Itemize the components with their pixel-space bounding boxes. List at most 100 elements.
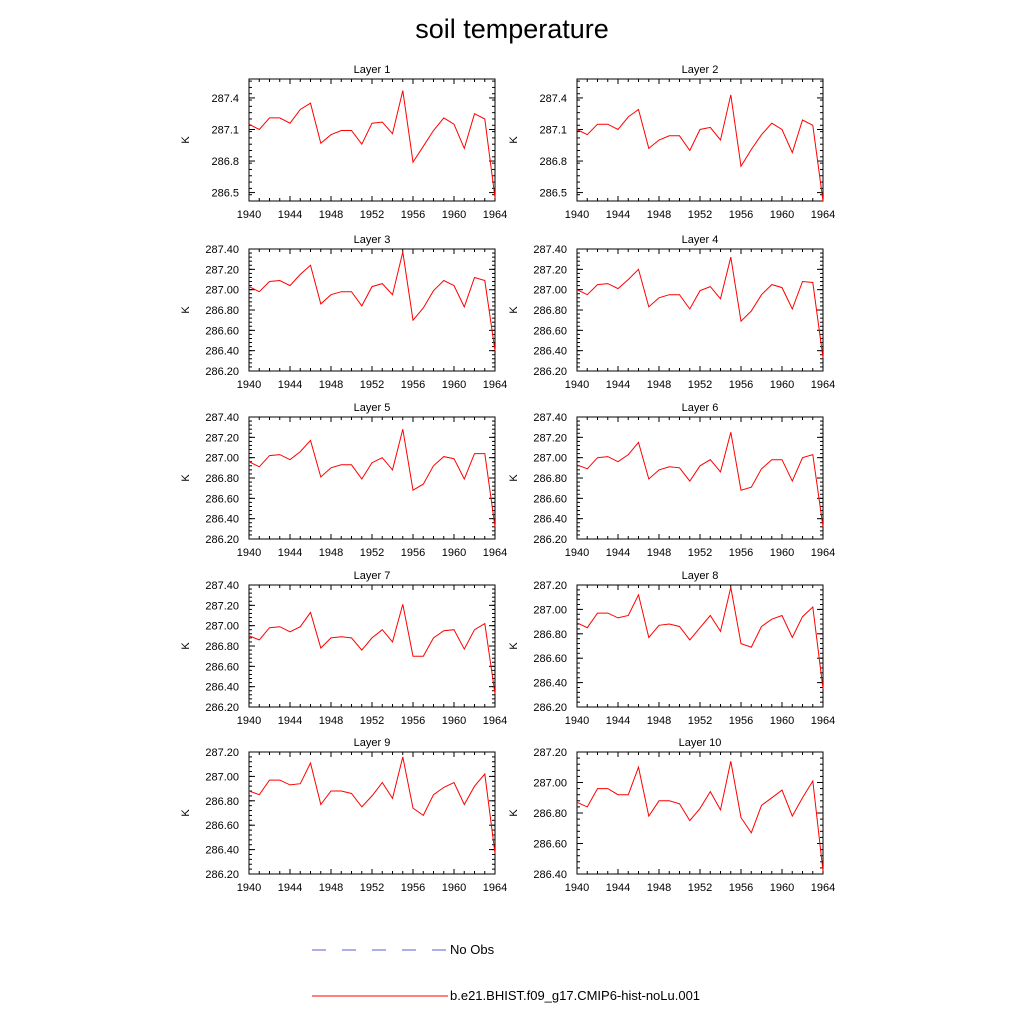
panel-4-ylabel: K xyxy=(508,306,520,314)
panel-10-ylabel: K xyxy=(508,809,520,817)
panel-3-ytick-label: 287.40 xyxy=(205,244,239,256)
panel-6-xtick-label: 1960 xyxy=(770,547,794,559)
panel-3-ytick-label: 287.20 xyxy=(205,264,239,276)
panel-2-series-line xyxy=(576,94,824,202)
panel-8-series-line xyxy=(576,587,824,689)
panel-9-xtick-label: 1952 xyxy=(360,882,384,894)
panel-4-xtick-label: 1964 xyxy=(811,379,835,391)
panel-3-xtick-label: 1960 xyxy=(442,379,466,391)
panel-5-ylabel: K xyxy=(180,474,192,482)
panel-7-ytick-label: 287.40 xyxy=(205,580,239,592)
panel-2-xtick-label: 1952 xyxy=(688,209,712,221)
panel-9-ylabel: K xyxy=(180,809,192,817)
panel-10-frame xyxy=(576,751,824,875)
panel-9-title: Layer 9 xyxy=(354,737,391,749)
panel-4-frame xyxy=(576,248,824,372)
panel-8-ylabel: K xyxy=(508,642,520,650)
panel-7-ytick-label: 287.00 xyxy=(205,621,239,633)
panel-9-xtick-label: 1944 xyxy=(278,882,302,894)
panel-7-ytick-label: 286.40 xyxy=(205,682,239,694)
panel-6-ytick-label: 286.40 xyxy=(533,514,567,526)
panel-10-ytick-label: 287.00 xyxy=(533,778,567,790)
panel-6-ytick-label: 286.80 xyxy=(533,473,567,485)
panel-8-xtick-label: 1964 xyxy=(811,715,835,727)
panel-7-xtick-label: 1944 xyxy=(278,715,302,727)
panel-6-ytick-label: 287.20 xyxy=(533,432,567,444)
panel-7-ytick-label: 286.20 xyxy=(205,702,239,714)
panel-6-xtick-label: 1944 xyxy=(606,547,630,559)
panel-9-xtick-label: 1964 xyxy=(483,882,507,894)
panel-1-xtick-label: 1948 xyxy=(319,209,343,221)
panel-2-title: Layer 2 xyxy=(682,64,719,76)
panel-1-xtick-label: 1956 xyxy=(401,209,425,221)
panel-10-series-line xyxy=(576,761,824,871)
panel-4-ytick-label: 286.20 xyxy=(533,366,567,378)
panel-4-xtick-label: 1960 xyxy=(770,379,794,391)
panel-10-xtick-label: 1948 xyxy=(647,882,671,894)
panel-1-xtick-label: 1940 xyxy=(237,209,261,221)
panel-1-xtick-label: 1960 xyxy=(442,209,466,221)
panel-3-ytick-label: 286.80 xyxy=(205,305,239,317)
panel-2-frame xyxy=(576,78,824,202)
panel-9-ytick-label: 286.60 xyxy=(205,820,239,832)
panel-10-ytick-label: 286.80 xyxy=(533,808,567,820)
panel-10-xtick-label: 1952 xyxy=(688,882,712,894)
panel-2-xtick-label: 1944 xyxy=(606,209,630,221)
panel-4-ytick-label: 286.40 xyxy=(533,346,567,358)
panel-6-ytick-label: 286.60 xyxy=(533,493,567,505)
panel-10-xtick-label: 1956 xyxy=(729,882,753,894)
panel-8-xtick-label: 1940 xyxy=(565,715,589,727)
panel-3-ylabel: K xyxy=(180,306,192,314)
panel-7-ylabel: K xyxy=(180,642,192,650)
panel-10-ytick-label: 287.20 xyxy=(533,747,567,759)
panel-6-ylabel: K xyxy=(508,474,520,482)
panel-2-ytick-label: 286.8 xyxy=(539,156,567,168)
panel-5-xtick-label: 1960 xyxy=(442,547,466,559)
panel-8-xtick-label: 1944 xyxy=(606,715,630,727)
panel-5-xtick-label: 1964 xyxy=(483,547,507,559)
panel-7-xtick-label: 1964 xyxy=(483,715,507,727)
panel-8-xtick-label: 1948 xyxy=(647,715,671,727)
panel-10-xtick-label: 1960 xyxy=(770,882,794,894)
panel-2-xtick-label: 1956 xyxy=(729,209,753,221)
panel-8-ytick-label: 286.40 xyxy=(533,678,567,690)
panel-1-xtick-label: 1952 xyxy=(360,209,384,221)
panel-2-ytick-label: 286.5 xyxy=(539,188,567,200)
panel-1-ytick-label: 287.1 xyxy=(211,124,239,136)
panel-4-ytick-label: 286.80 xyxy=(533,305,567,317)
panel-5-ytick-label: 286.60 xyxy=(205,493,239,505)
panel-6-ytick-label: 287.40 xyxy=(533,412,567,424)
panel-6-ytick-label: 286.20 xyxy=(533,534,567,546)
panel-1-ylabel: K xyxy=(180,136,192,144)
panel-3-xtick-label: 1948 xyxy=(319,379,343,391)
panel-1-ytick-label: 286.5 xyxy=(211,188,239,200)
panel-7-ytick-label: 286.60 xyxy=(205,661,239,673)
panel-2-ytick-label: 287.1 xyxy=(539,124,567,136)
panel-2-xtick-label: 1964 xyxy=(811,209,835,221)
panel-3-series-line xyxy=(248,251,496,351)
panel-3-ytick-label: 286.20 xyxy=(205,366,239,378)
panel-4-ytick-label: 287.20 xyxy=(533,264,567,276)
panel-4-xtick-label: 1940 xyxy=(565,379,589,391)
panel-5-ytick-label: 286.20 xyxy=(205,534,239,546)
panel-3-xtick-label: 1940 xyxy=(237,379,261,391)
panel-4-ytick-label: 287.40 xyxy=(533,244,567,256)
panel-3-xtick-label: 1964 xyxy=(483,379,507,391)
panel-5-xtick-label: 1948 xyxy=(319,547,343,559)
panel-8-frame xyxy=(576,584,824,708)
legend-label: b.e21.BHIST.f09_g17.CMIP6-hist-noLu.001 xyxy=(450,988,701,1003)
panel-6-frame xyxy=(576,416,824,540)
panel-9-xtick-label: 1960 xyxy=(442,882,466,894)
panel-1-frame xyxy=(248,78,496,202)
panel-1-xtick-label: 1964 xyxy=(483,209,507,221)
panel-2-xtick-label: 1948 xyxy=(647,209,671,221)
panel-6-title: Layer 6 xyxy=(682,402,719,414)
panel-4-series-line xyxy=(576,256,824,358)
panel-8-xtick-label: 1956 xyxy=(729,715,753,727)
panel-9-ytick-label: 287.20 xyxy=(205,747,239,759)
panel-7-series-line xyxy=(248,604,496,694)
panel-7-xtick-label: 1956 xyxy=(401,715,425,727)
panel-5-ytick-label: 287.40 xyxy=(205,412,239,424)
panel-7-xtick-label: 1952 xyxy=(360,715,384,727)
